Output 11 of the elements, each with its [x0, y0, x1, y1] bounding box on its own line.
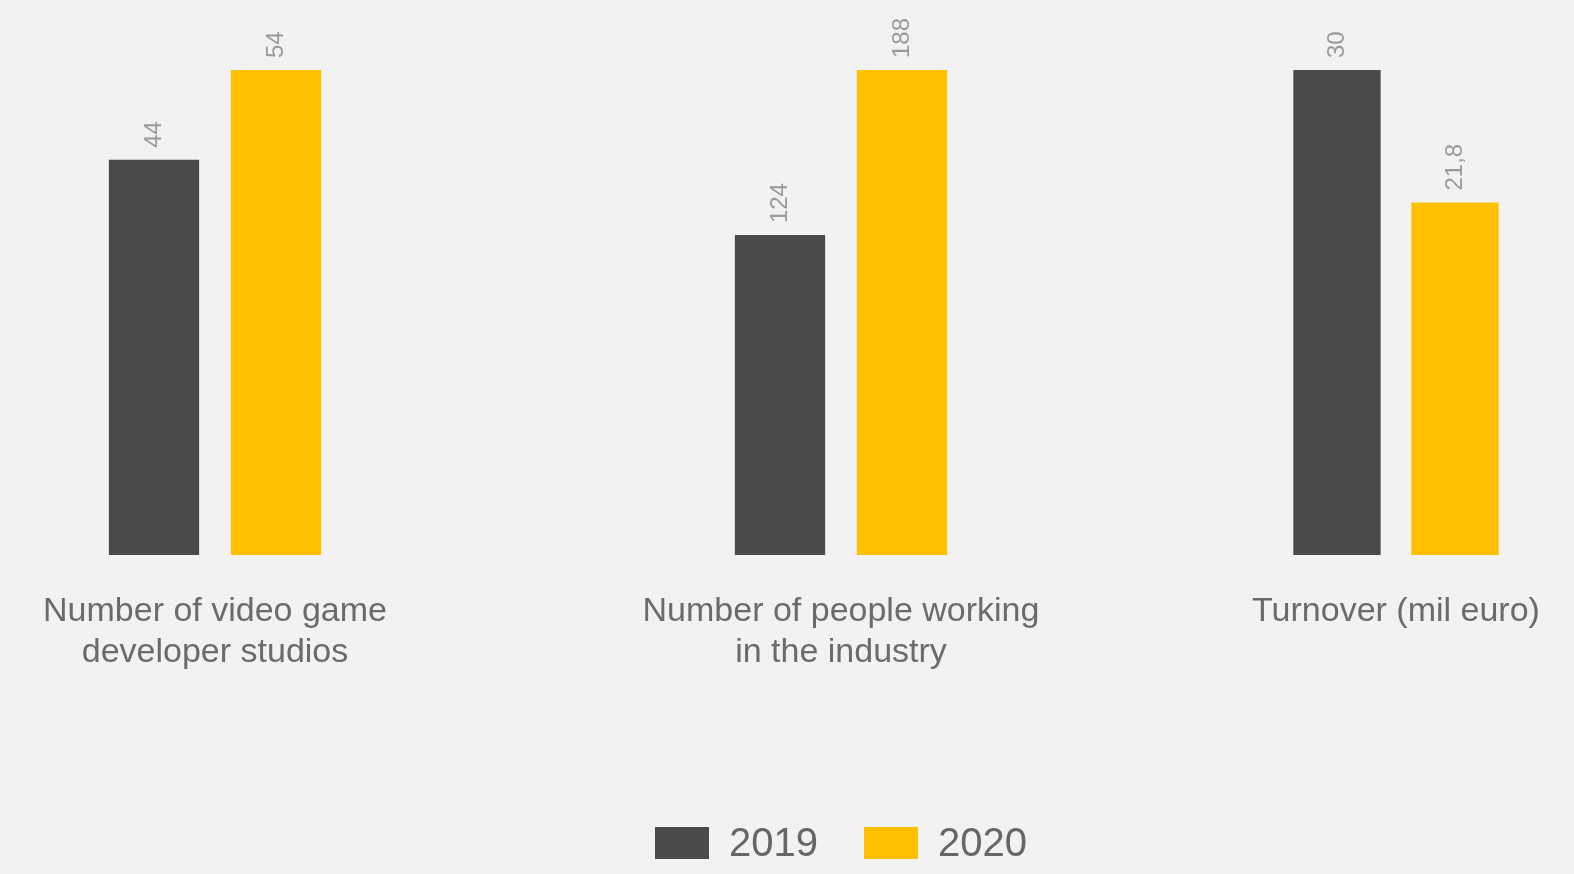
x-tick-label: Number of people working in the industry — [642, 589, 1040, 669]
data-label: 54 — [260, 31, 288, 58]
legend-label: 2020 — [938, 820, 1027, 865]
data-label: 21,8 — [1439, 143, 1467, 191]
x-tick-label: Turnover (mil euro) — [1252, 589, 1540, 628]
data-label: 44 — [138, 121, 166, 148]
data-label: 124 — [764, 183, 792, 224]
legend-label: 2019 — [729, 820, 818, 865]
data-label: 30 — [1321, 31, 1349, 58]
x-tick-label: Number of video game developer studios — [43, 589, 387, 669]
data-label: 188 — [886, 17, 914, 58]
